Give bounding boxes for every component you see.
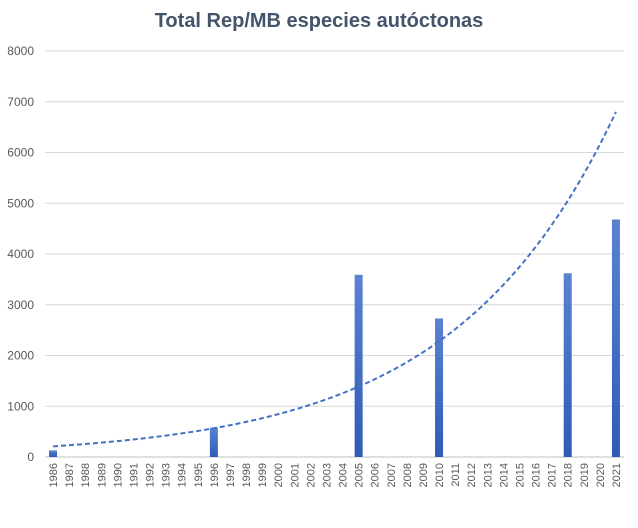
x-tick-label: 2004 <box>338 463 350 487</box>
x-tick-label: 2008 <box>402 463 414 487</box>
x-tick-label: 2002 <box>305 463 317 487</box>
x-tick-label: 2006 <box>370 463 382 487</box>
x-tick-label: 2001 <box>289 463 301 487</box>
x-tick-label: 1988 <box>80 463 92 487</box>
x-tick-label: 1992 <box>145 463 157 487</box>
x-tick-label: 2000 <box>273 463 285 487</box>
x-tick-label: 2009 <box>418 463 430 487</box>
x-tick-label: 1993 <box>161 463 173 487</box>
x-tick-label: 1990 <box>112 463 124 487</box>
y-tick-label: 3000 <box>7 298 34 312</box>
bar-1986 <box>49 450 58 457</box>
x-tick-label: 2007 <box>386 463 398 487</box>
x-tick-label: 1997 <box>225 463 237 487</box>
x-tick-label: 2010 <box>434 463 446 487</box>
x-tick-label: 1998 <box>241 463 253 487</box>
bar-2010 <box>435 318 444 457</box>
x-tick-label: 2011 <box>450 463 462 487</box>
trendline <box>52 111 617 448</box>
x-tick-label: 1989 <box>96 463 108 487</box>
bar-1996 <box>209 427 218 457</box>
x-tick-label: 2013 <box>482 463 494 487</box>
x-tick-label: 1991 <box>128 463 140 487</box>
x-tick-label: 2003 <box>321 463 333 487</box>
x-tick-label: 1996 <box>209 463 221 487</box>
x-tick-label: 2018 <box>563 463 575 487</box>
x-tick-label: 1987 <box>64 463 76 487</box>
x-tick-label: 1994 <box>177 463 189 487</box>
x-tick-label: 2020 <box>595 463 607 487</box>
y-tick-label: 1000 <box>7 399 34 413</box>
x-tick-label: 2012 <box>466 463 478 487</box>
y-tick-label: 8000 <box>7 44 34 58</box>
y-tick-label: 2000 <box>7 349 34 363</box>
x-tick-label: 2005 <box>354 463 366 487</box>
x-tick-label: 1986 <box>48 463 60 487</box>
x-tick-label: 2014 <box>498 463 510 487</box>
x-tick-label: 1999 <box>257 463 269 487</box>
y-tick-label: 7000 <box>7 95 34 109</box>
x-tick-label: 1995 <box>193 463 205 487</box>
x-tick-label: 2019 <box>579 463 591 487</box>
x-tick-label: 2016 <box>531 463 543 487</box>
bar-2021 <box>611 219 620 457</box>
gridlines <box>45 50 624 458</box>
x-tick-label: 2015 <box>514 463 526 487</box>
bars <box>49 219 620 457</box>
x-axis-ticks: 1986 1987 1988 1989 1990 1991 1992 1993 1994 1995… <box>48 463 623 487</box>
y-tick-label: 5000 <box>7 196 34 210</box>
y-axis-ticks: 0 1000 2000 3000 4000 5000 6000 7000 8000 <box>7 44 34 464</box>
y-tick-label: 0 <box>27 450 34 464</box>
exponential-trendline <box>52 111 617 448</box>
x-tick-label: 2021 <box>611 463 623 487</box>
x-tick-label: 2017 <box>547 463 559 487</box>
bar-2018 <box>563 273 572 457</box>
y-tick-label: 6000 <box>7 146 34 160</box>
y-tick-label: 4000 <box>7 247 34 261</box>
bar-2005 <box>354 274 363 457</box>
chart-title: Total Rep/MB especies autóctonas <box>154 10 484 32</box>
